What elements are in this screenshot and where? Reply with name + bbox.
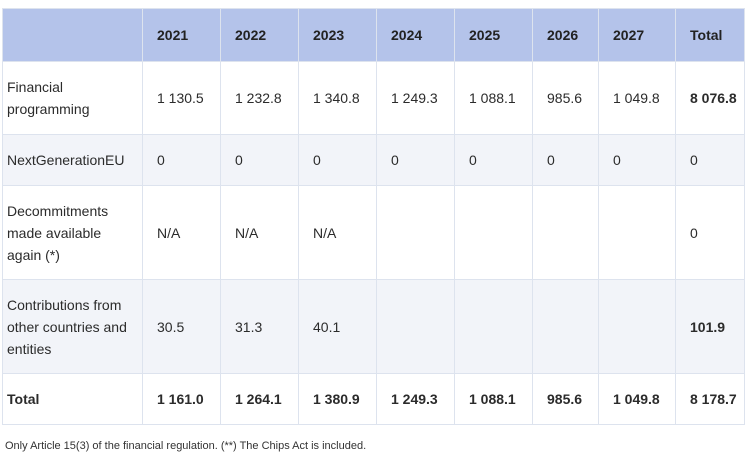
table-cell <box>532 279 599 374</box>
table-cell: 1 049.8 <box>598 373 676 425</box>
header-cell-2027: 2027 <box>598 8 676 62</box>
table-cell-total: 101.9 <box>675 279 745 374</box>
table-cell: 1 161.0 <box>142 373 221 425</box>
table-cell: N/A <box>298 185 377 280</box>
table-cell: 31.3 <box>220 279 299 374</box>
table-cell-total: 8 178.7 <box>675 373 745 425</box>
table-row: Decommitments made available again (*) N… <box>2 185 745 280</box>
header-cell-label <box>2 8 143 62</box>
table-cell <box>376 279 455 374</box>
table-cell: 0 <box>298 134 377 186</box>
table-row-total: Total 1 161.0 1 264.1 1 380.9 1 249.3 1 … <box>2 373 745 425</box>
header-cell-2024: 2024 <box>376 8 455 62</box>
header-row: 2021 2022 2023 2024 2025 2026 2027 Total <box>2 8 745 62</box>
table-cell: 1 249.3 <box>376 61 455 135</box>
table-cell: 0 <box>142 134 221 186</box>
table-cell: 985.6 <box>532 373 599 425</box>
footnote: Only Article 15(3) of the financial regu… <box>5 440 367 452</box>
row-label: Decommitments made available again (*) <box>2 185 143 280</box>
table-cell: 0 <box>376 134 455 186</box>
table-cell: 1 088.1 <box>454 373 533 425</box>
table-cell: 1 049.8 <box>598 61 676 135</box>
table-cell <box>598 279 676 374</box>
table-cell-total: 0 <box>675 134 745 186</box>
budget-table: 2021 2022 2023 2024 2025 2026 2027 Total… <box>2 8 745 425</box>
table-row: Financial programming 1 130.5 1 232.8 1 … <box>2 61 745 135</box>
table-cell: 1 088.1 <box>454 61 533 135</box>
header-cell-total: Total <box>675 8 745 62</box>
table-cell-total: 0 <box>675 185 745 280</box>
table-cell: 0 <box>220 134 299 186</box>
header-cell-2023: 2023 <box>298 8 377 62</box>
table-cell <box>454 185 533 280</box>
table-cell: 985.6 <box>532 61 599 135</box>
table-cell: 1 380.9 <box>298 373 377 425</box>
row-label: Financial programming <box>2 61 143 135</box>
header-cell-2021: 2021 <box>142 8 221 62</box>
table-cell <box>376 185 455 280</box>
table-cell: N/A <box>220 185 299 280</box>
table-cell-total: 8 076.8 <box>675 61 745 135</box>
header-cell-2026: 2026 <box>532 8 599 62</box>
table-cell: 1 264.1 <box>220 373 299 425</box>
table-cell: 1 249.3 <box>376 373 455 425</box>
table-cell: N/A <box>142 185 221 280</box>
table-cell <box>598 185 676 280</box>
header-cell-2022: 2022 <box>220 8 299 62</box>
row-label: Contributions from other countries and e… <box>2 279 143 374</box>
table-row: NextGenerationEU 0 0 0 0 0 0 0 0 <box>2 134 745 186</box>
table-cell: 0 <box>532 134 599 186</box>
table-row: Contributions from other countries and e… <box>2 279 745 374</box>
table-cell: 1 232.8 <box>220 61 299 135</box>
table-cell: 0 <box>454 134 533 186</box>
table-cell: 1 340.8 <box>298 61 377 135</box>
table-cell: 1 130.5 <box>142 61 221 135</box>
table-cell: 40.1 <box>298 279 377 374</box>
table-cell: 0 <box>598 134 676 186</box>
row-label: NextGenerationEU <box>2 134 143 186</box>
table-cell <box>532 185 599 280</box>
header-cell-2025: 2025 <box>454 8 533 62</box>
table-cell: 30.5 <box>142 279 221 374</box>
row-label: Total <box>2 373 143 425</box>
table-cell <box>454 279 533 374</box>
